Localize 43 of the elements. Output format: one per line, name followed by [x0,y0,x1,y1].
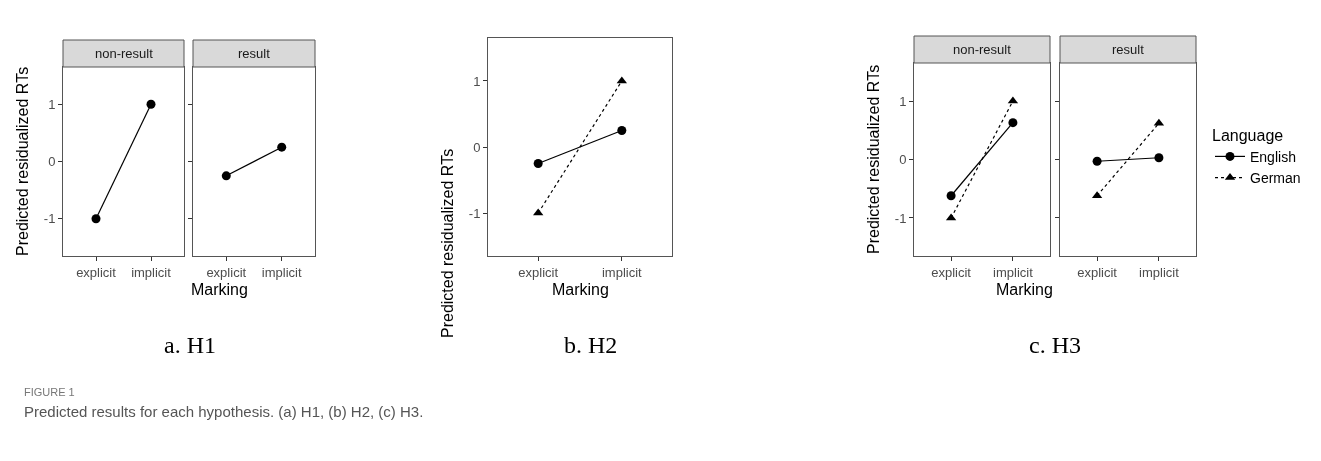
point [946,191,956,201]
point [1154,153,1164,163]
x-tick-label: explicit [1077,264,1118,280]
y-tick-label: -1 [43,211,56,227]
x-axis-title: Marking [191,281,248,298]
x-tick-label: implicit [131,264,172,280]
text: a. H1 [164,332,216,358]
y-tick-label: -1 [468,205,481,221]
y-tick-label: -1 [894,210,907,226]
x-tick-label: implicit [261,264,302,280]
chart-title: result [1112,42,1145,57]
y-tick-label: 1 [899,93,907,109]
text: b. H2 [564,332,618,358]
y-tick-label: 0 [899,152,907,168]
text: c. H3 [1029,332,1081,358]
y-tick-label: 1 [48,96,56,112]
text: Predicted results for each hypothesis. (a) H1, (b) H2, (c) H3. [24,403,424,420]
x-axis-title: Marking [552,281,609,298]
legend-label: German [1250,170,1301,187]
y-axis-title: Predicted residualized RTs [439,148,456,338]
x-tick-label: implicit [993,264,1034,280]
x-tick-label: implicit [1139,264,1180,280]
x-tick-label: explicit [931,264,972,280]
y-tick-label: 0 [473,139,481,155]
point [617,125,627,135]
point [533,159,543,169]
caption: FIGURE 1 [24,386,75,398]
y-axis-title: Predicted residualized RTs [865,64,882,254]
x-axis-title: Marking [996,281,1053,298]
point [1092,156,1102,166]
chart-title: non-result [953,42,1012,57]
legend-title: Language [1212,126,1284,144]
y-tick-label: 0 [48,154,56,170]
chart-title: non-result [95,46,154,61]
x-tick-label: explicit [518,264,559,280]
y-axis-title: Predicted residualized RTs [14,66,31,256]
x-tick-label: explicit [206,264,247,280]
chart-title: result [238,46,271,61]
x-tick-label: implicit [601,264,643,280]
x-tick-label: explicit [76,264,117,280]
legend-label: English [1250,148,1296,165]
point [1008,118,1018,128]
y-tick-label: 1 [473,73,481,89]
